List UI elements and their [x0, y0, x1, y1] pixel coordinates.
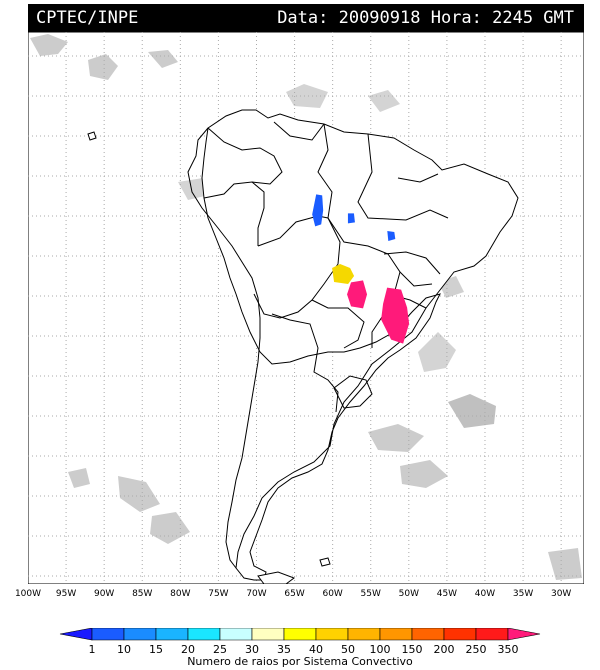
south-america-west-coast: [187, 127, 261, 569]
cloud-patch: [286, 84, 328, 108]
colorbar-labels: 1 10 15 20 25 30 35 40 50 100 150 200 250 350: [89, 643, 519, 656]
colorbar-tick-label: 30: [245, 643, 259, 656]
cloud-patch: [30, 34, 68, 56]
colorbar-swatch: [411, 628, 445, 641]
cloud-patch: [88, 54, 118, 80]
longitude-label: 70W: [246, 589, 266, 599]
colorbar-swatches: [59, 628, 541, 641]
colorbar-swatch: [379, 628, 413, 641]
colorbar-tick-label: 40: [309, 643, 323, 656]
uruguay-border: [333, 375, 373, 409]
colorbar-tick-label: 10: [117, 643, 131, 656]
longitude-labels: 100W 95W 90W 85W 80W 75W 70W 65W 60W 55W 50W 45W 40W…: [15, 589, 571, 599]
magenta-system-2: [381, 287, 410, 344]
cloud-patch: [448, 394, 496, 428]
colorbar: 1 10 15 20 25 30 35 40 50 100 150 200 250 350 Numero …: [59, 628, 541, 668]
venezuela-border: [273, 121, 325, 141]
galapagos-islands: [87, 131, 97, 141]
magenta-system-1: [347, 280, 368, 309]
colorbar-tick-label: 20: [181, 643, 195, 656]
colorbar-swatch: [507, 628, 541, 641]
longitude-label: 95W: [56, 589, 76, 599]
colorbar-tick-label: 15: [149, 643, 163, 656]
colorbar-swatch: [475, 628, 509, 641]
south-america-coastline: [201, 109, 519, 581]
cloud-patch: [548, 548, 582, 580]
longitude-label: 50W: [399, 589, 419, 599]
colorbar-tick-label: 200: [434, 643, 455, 656]
cloud-patch: [148, 50, 178, 68]
continent-outlines: [87, 109, 519, 584]
tierra-del-fuego: [257, 571, 296, 584]
colorbar-swatch: [59, 628, 93, 641]
colorbar-swatch: [347, 628, 381, 641]
bolivia-border: [253, 215, 341, 319]
longitude-label: 45W: [437, 589, 457, 599]
colorbar-tick-label: 100: [370, 643, 391, 656]
source-label: CPTEC/INPE: [36, 8, 139, 28]
paraguay-border: [311, 299, 365, 349]
longitude-label: 55W: [361, 589, 381, 599]
longitude-label: 75W: [208, 589, 228, 599]
yellow-system: [332, 264, 355, 284]
colorbar-title: Numero de raios por Sistema Convectivo: [187, 655, 413, 668]
cloud-patch: [400, 460, 448, 488]
colorbar-tick-label: 250: [466, 643, 487, 656]
colorbar-swatch: [91, 628, 125, 641]
cloud-patch: [118, 476, 160, 512]
colorbar-swatch: [123, 628, 157, 641]
longitude-label: 100W: [15, 589, 41, 599]
colorbar-swatch: [219, 628, 253, 641]
colombia-border: [207, 127, 283, 185]
longitude-axis: 100W 95W 90W 85W 80W 75W 70W 65W 60W 55W 50W 45W 40W…: [15, 589, 571, 599]
falkland-islands: [319, 557, 331, 567]
blue-system-2: [347, 213, 355, 224]
peru-border: [203, 181, 265, 246]
longitude-label: 40W: [475, 589, 495, 599]
argentina-border: [271, 313, 339, 413]
colorbar-swatch: [187, 628, 221, 641]
cloud-patch: [418, 332, 456, 372]
longitude-label: 60W: [322, 589, 342, 599]
colorbar-tick-label: 50: [341, 643, 355, 656]
cloud-patch: [68, 468, 90, 488]
colorbar-tick-label: 25: [213, 643, 227, 656]
longitude-label: 80W: [170, 589, 190, 599]
convective-systems: [312, 194, 410, 344]
map-header: CPTEC/INPE Data: 20090918 Hora: 2245 GMT: [28, 4, 584, 32]
longitude-label: 90W: [94, 589, 114, 599]
colorbar-tick-label: 150: [402, 643, 423, 656]
longitude-label: 65W: [284, 589, 304, 599]
colorbar-swatch: [251, 628, 285, 641]
datetime-label: Data: 20090918 Hora: 2245 GMT: [277, 8, 574, 28]
graticule: [28, 32, 584, 584]
colorbar-swatch: [155, 628, 189, 641]
lightning-map: 10N5NEQ5S10S15S20S25S30S35S40S45S50S55S: [28, 32, 584, 584]
colorbar-tick-label: 1: [89, 643, 96, 656]
colorbar-swatch: [443, 628, 477, 641]
longitude-label: 35W: [513, 589, 533, 599]
longitude-label: 85W: [132, 589, 152, 599]
longitude-label: 30W: [551, 589, 571, 599]
blue-system-1: [312, 194, 324, 227]
colorbar-swatch: [315, 628, 349, 641]
blue-system-3: [387, 231, 396, 241]
brazil-states: [357, 133, 449, 309]
colorbar-tick-label: 350: [498, 643, 519, 656]
colorbar-tick-label: 35: [277, 643, 291, 656]
cloud-patch: [368, 424, 424, 452]
colorbar-swatch: [283, 628, 317, 641]
